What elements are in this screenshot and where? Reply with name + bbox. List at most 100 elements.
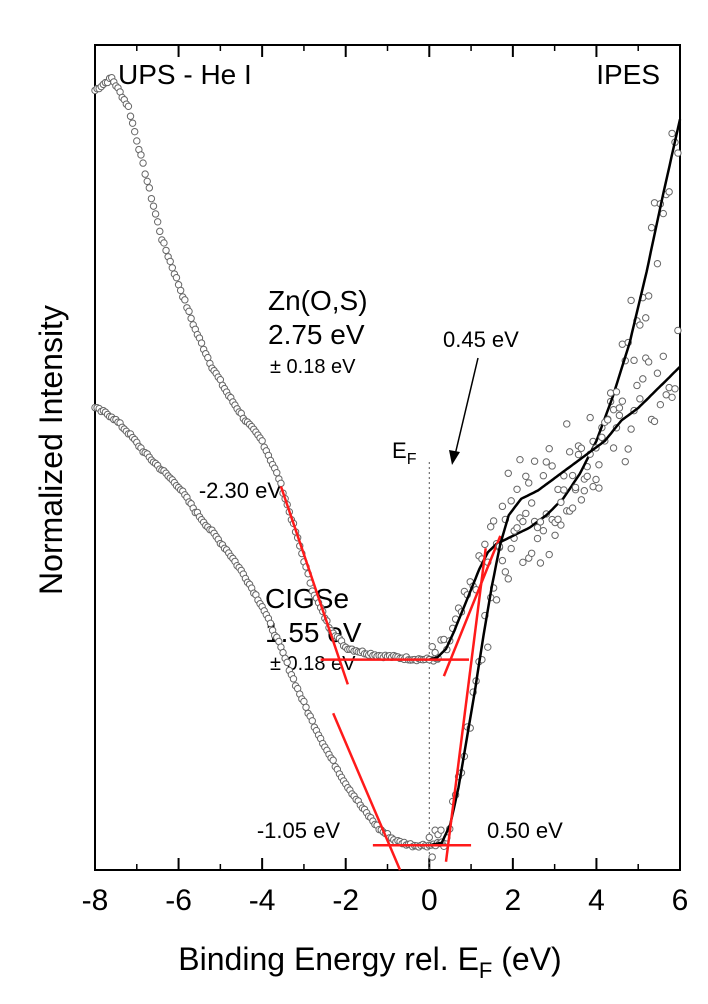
- x-tick-label: -4: [249, 884, 276, 917]
- zno-gap-error: ± 0.18 eV: [270, 356, 356, 378]
- panel-label-ups: UPS - He I: [118, 59, 252, 90]
- cigse-ipes-point: [548, 462, 556, 470]
- zno-ups-point: [145, 184, 154, 192]
- x-tick-label: -8: [82, 884, 109, 917]
- zno-ups-point: [137, 151, 145, 159]
- zno-ipes-point: [487, 523, 495, 531]
- zno-ups-point: [141, 170, 149, 178]
- zno-ipes-point: [551, 531, 559, 539]
- cigse-cbm-fit: [444, 548, 487, 862]
- cigse-ipes-point: [618, 397, 627, 405]
- zno-ups-point: [185, 307, 193, 316]
- cigse-vbm-fit: [332, 712, 402, 871]
- zno-ipes-point: [577, 496, 586, 504]
- zno-ups-point: [128, 119, 137, 127]
- y-axis-title: Normalized Intensity: [33, 305, 69, 595]
- cigse-ipes-point: [560, 486, 568, 494]
- zno-ipes-point: [481, 540, 489, 549]
- zno-ups-point: [181, 296, 189, 304]
- zno-ipes-point: [650, 199, 659, 207]
- cigse-ipes-point: [624, 445, 632, 453]
- cigse-ipes-point: [484, 643, 492, 651]
- cigse-ipes-point: [507, 497, 515, 505]
- cigse-ipes-point: [659, 352, 667, 360]
- cigse-ipes-point: [513, 524, 521, 532]
- cigse-ipes-point: [577, 444, 586, 452]
- zno-cbm-label: 0.45 eV: [443, 327, 519, 352]
- cigse-ipes-point: [425, 833, 433, 842]
- x-tick-label: 4: [588, 884, 605, 917]
- cigse-ipes-point: [492, 596, 501, 604]
- zno-vbm-fit: [279, 485, 349, 685]
- cigse-ipes-point: [522, 472, 530, 480]
- zno-gap-value: 2.75 eV: [268, 319, 365, 350]
- zno-ups-point: [156, 227, 164, 236]
- cigse-ipes-point: [516, 455, 524, 464]
- cigse-ipes-point: [504, 469, 512, 477]
- cigse-ipes-point: [519, 517, 527, 526]
- cigse-ipes-point: [533, 523, 542, 532]
- x-axis-title-sub: F: [479, 958, 492, 983]
- zno-ups-point: [126, 112, 135, 120]
- x-tick-label: 0: [421, 884, 438, 917]
- zno-ipes-point: [659, 209, 667, 218]
- zno-ipes-point: [647, 223, 656, 232]
- zno-cbm-fit: [442, 535, 502, 677]
- cigse-ipes-point: [589, 482, 597, 491]
- zno-ups-point: [139, 159, 147, 167]
- zno-ups-point: [143, 177, 151, 186]
- fermi-label: EF: [392, 438, 417, 468]
- zno-ipes-point: [522, 509, 530, 518]
- zno-ups-point: [149, 202, 158, 210]
- cigse-ups-point: [289, 675, 298, 683]
- zno-ipes-point: [533, 534, 542, 543]
- panel-label-ipes: IPES: [596, 59, 660, 90]
- cigse-ipes-point: [501, 568, 510, 576]
- zno-ipes-point: [565, 448, 574, 456]
- cigse-ipes-point: [636, 395, 644, 403]
- zno-ipes-point: [615, 411, 624, 420]
- cigse-ipes-point: [583, 472, 591, 481]
- zno-ipes-point: [644, 292, 653, 300]
- zno-ipes-smoothed-line: [428, 119, 682, 661]
- cigse-ipes-point: [437, 826, 445, 834]
- zno-ipes-point: [507, 544, 515, 553]
- cigse-ipes-point: [612, 388, 621, 396]
- fermi-label-sub: F: [407, 451, 417, 468]
- x-axis-title: Binding Energy rel. EF (eV): [178, 941, 561, 983]
- cigse-ipes-point: [428, 853, 436, 861]
- zno-ipes-point: [545, 550, 553, 559]
- zno-ups-point: [273, 469, 281, 477]
- zno-ipes-point: [428, 642, 436, 651]
- cigse-ipes-point: [639, 375, 647, 383]
- zno-ups-point: [187, 314, 195, 323]
- cigse-ipes-point: [498, 556, 507, 565]
- cigse-ups-point: [283, 658, 291, 667]
- zno-ups-point: [166, 257, 174, 266]
- cigse-ipes-point: [530, 457, 539, 465]
- cigse-ipes-point: [653, 369, 662, 377]
- zno-ipes-point: [653, 259, 662, 268]
- zno-ups-point: [168, 264, 177, 272]
- cigse-ipes-point: [615, 404, 624, 412]
- zno-vbm-label: -2.30 eV: [199, 478, 282, 503]
- zno-ups-point: [176, 286, 185, 295]
- cigse-ipes-point: [595, 484, 603, 492]
- x-tick-label: -2: [332, 884, 359, 917]
- zno-ipes-point: [519, 558, 527, 567]
- cigse-ipes-point: [542, 458, 550, 466]
- fermi-label-main: E: [392, 438, 407, 463]
- cigse-vbm-label: -1.05 eV: [257, 818, 340, 843]
- cigse-ipes-point: [554, 515, 562, 524]
- zno-ipes-point: [504, 575, 512, 583]
- zno-ups-point: [172, 273, 181, 282]
- zno-ipes-point: [489, 517, 498, 525]
- zno-ipes-point: [440, 635, 448, 644]
- cigse-ipes-point: [650, 417, 659, 426]
- cigse-ipes-point: [557, 498, 565, 506]
- zno-ipes-point: [665, 188, 673, 196]
- zno-ups-point: [124, 102, 133, 111]
- x-tick-label: 6: [672, 884, 689, 917]
- cigse-ipes-point: [627, 425, 635, 433]
